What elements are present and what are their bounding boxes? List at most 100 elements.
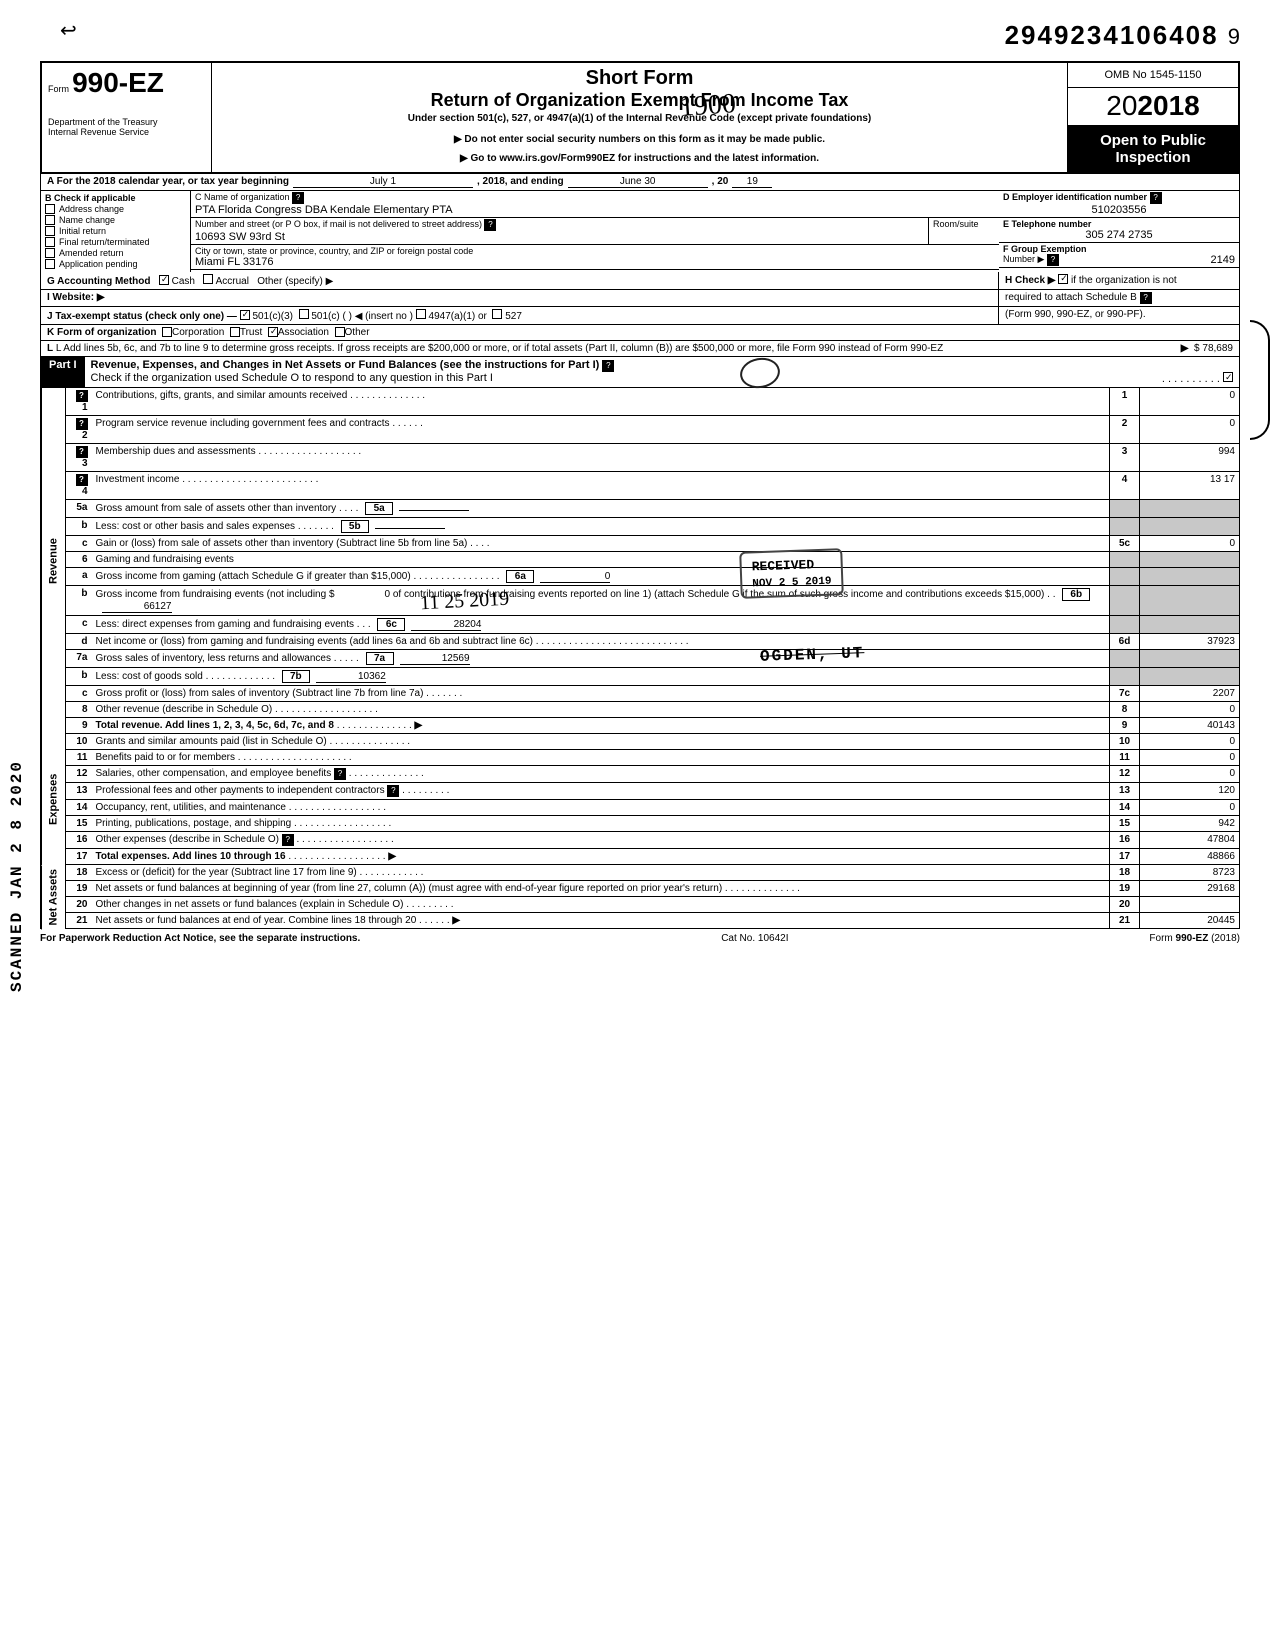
city-label: City or town, state or province, country…	[195, 246, 473, 256]
chk-501c3[interactable]	[240, 310, 250, 320]
tax-year: 202018	[1068, 88, 1238, 126]
handwritten-year: 1900	[679, 88, 737, 124]
org-info-column: C Name of organization ? PTA Florida Con…	[191, 191, 999, 272]
help-icon: ?	[1140, 292, 1152, 304]
j-label: J Tax-exempt status (check only one) —	[47, 311, 237, 322]
part1-title: Revenue, Expenses, and Changes in Net As…	[91, 359, 600, 371]
help-icon: ?	[292, 192, 304, 204]
chk-4947[interactable]	[416, 309, 426, 319]
fy-mid2: , 20	[712, 176, 729, 188]
chk-other[interactable]	[335, 327, 345, 337]
ein-label: D Employer identification number	[1003, 192, 1147, 202]
chk-501c[interactable]	[299, 309, 309, 319]
k-label: K Form of organization	[47, 327, 156, 338]
title-ssn-note: ▶ Do not enter social security numbers o…	[218, 134, 1061, 145]
chk-trust[interactable]	[230, 327, 240, 337]
street-label: Number and street (or P O box, if mail i…	[195, 219, 482, 229]
dept-treasury: Department of the Treasury	[48, 117, 205, 127]
omb-column: OMB No 1545-1150 202018 Open to Public I…	[1068, 63, 1238, 172]
footer-row: For Paperwork Reduction Act Notice, see …	[40, 933, 1240, 944]
part1-badge: Part I	[41, 357, 85, 387]
dln-number: 2949234106408	[1005, 20, 1219, 50]
l-line-row: L L Add lines 5b, 6c, and 7b to line 9 t…	[40, 341, 1240, 357]
help-icon: ?	[282, 834, 294, 846]
h-label: H Check ▶	[1005, 275, 1055, 286]
chk-amended[interactable]	[45, 248, 55, 258]
chk-corp[interactable]	[162, 327, 172, 337]
help-icon: ?	[1150, 192, 1162, 204]
entity-header-grid: B Check if applicable Address change Nam…	[40, 191, 1240, 272]
fy-end: June 30	[568, 176, 708, 188]
help-icon: ?	[76, 418, 88, 430]
open-to-public: Open to Public Inspection	[1068, 126, 1238, 172]
part1-check-text: Check if the organization used Schedule …	[91, 372, 493, 384]
group-label: F Group Exemption	[1003, 244, 1087, 254]
group-label2: Number ▶	[1003, 254, 1044, 264]
open-l1: Open to Public	[1074, 132, 1232, 149]
help-icon: ?	[334, 768, 346, 780]
chk-527[interactable]	[492, 309, 502, 319]
phone-label: E Telephone number	[1003, 219, 1091, 229]
omb-number: OMB No 1545-1150	[1068, 63, 1238, 88]
title-under: Under section 501(c), 527, or 4947(a)(1)…	[218, 113, 1061, 124]
check-b-label: B Check if applicable	[45, 193, 186, 203]
netassets-section: Net Assets 18Excess or (deficit) for the…	[40, 865, 1240, 929]
title-link: ▶ Go to www.irs.gov/Form990EZ for instru…	[218, 153, 1061, 164]
fy-yr: 19	[732, 176, 772, 188]
chk-address[interactable]	[45, 204, 55, 214]
accounting-row: G Accounting Method Cash Accrual Other (…	[40, 272, 1240, 290]
expenses-label: Expenses	[41, 734, 65, 865]
street: 10693 SW 93rd St	[195, 231, 285, 243]
help-icon: ?	[76, 474, 88, 486]
city: Miami FL 33176	[195, 256, 273, 268]
phone-value: 305 274 2735	[1003, 229, 1235, 241]
page-number: 9	[1228, 24, 1240, 49]
room-label: Room/suite	[929, 218, 999, 244]
scanned-stamp: SCANNED JAN 2 8 2020	[8, 760, 26, 992]
help-icon: ?	[1047, 254, 1059, 266]
footer-right: Form 990-EZ (2018)	[1149, 933, 1240, 944]
chk-name[interactable]	[45, 215, 55, 225]
help-icon: ?	[76, 390, 88, 402]
help-icon: ?	[387, 785, 399, 797]
dept-irs: Internal Revenue Service	[48, 127, 205, 137]
help-icon: ?	[76, 446, 88, 458]
org-name-label: C Name of organization	[195, 192, 290, 202]
fy-begin: July 1	[293, 176, 473, 188]
revenue-section: Revenue ? 1Contributions, gifts, grants,…	[40, 388, 1240, 734]
netassets-table: 18Excess or (deficit) for the year (Subt…	[65, 865, 1240, 929]
chk-initial[interactable]	[45, 226, 55, 236]
l-value: 78,689	[1202, 343, 1233, 354]
handwritten-date: 11 25 2019	[419, 588, 509, 616]
chk-pending[interactable]	[45, 259, 55, 269]
form-prefix: Form	[48, 84, 69, 94]
check-b-column: B Check if applicable Address change Nam…	[41, 191, 191, 272]
chk-cash[interactable]	[159, 275, 169, 285]
org-name: PTA Florida Congress DBA Kendale Element…	[195, 204, 453, 216]
open-l2: Inspection	[1074, 149, 1232, 166]
mark-icon: ↪	[60, 18, 77, 43]
revenue-table: ? 1Contributions, gifts, grants, and sim…	[65, 388, 1240, 734]
chk-accrual[interactable]	[203, 274, 213, 284]
revenue-label: Revenue	[41, 388, 65, 734]
chk-final[interactable]	[45, 237, 55, 247]
fy-label: A For the 2018 calendar year, or tax yea…	[47, 176, 289, 188]
form-number: 990-EZ	[72, 67, 164, 98]
expenses-table: 10Grants and similar amounts paid (list …	[65, 734, 1240, 865]
footer-left: For Paperwork Reduction Act Notice, see …	[40, 933, 360, 944]
group-value: 2149	[1211, 254, 1235, 266]
fiscal-year-row: A For the 2018 calendar year, or tax yea…	[40, 174, 1240, 191]
chk-sched-o[interactable]	[1223, 372, 1233, 382]
website-label: I Website: ▶	[47, 292, 105, 303]
expenses-section: Expenses 10Grants and similar amounts pa…	[40, 734, 1240, 865]
title-column: Short Form Return of Organization Exempt…	[212, 63, 1068, 172]
footer-mid: Cat No. 10642I	[721, 933, 788, 944]
ein-value: 510203556	[1003, 204, 1235, 216]
help-icon: ?	[484, 219, 496, 231]
chk-sched-b[interactable]	[1058, 274, 1068, 284]
part1-header-row: Part I Revenue, Expenses, and Changes in…	[40, 357, 1240, 388]
help-icon: ?	[602, 360, 614, 372]
l-text: L Add lines 5b, 6c, and 7b to line 9 to …	[56, 343, 943, 354]
chk-assoc[interactable]	[268, 327, 278, 337]
fy-mid: , 2018, and ending	[477, 176, 564, 188]
